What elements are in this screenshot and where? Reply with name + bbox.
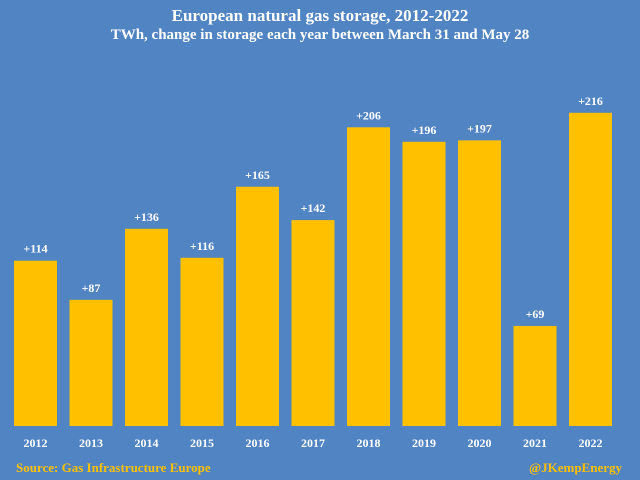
source-note: Source: Gas Infrastructure Europe [16, 460, 211, 475]
chart-subtitle: TWh, change in storage each year between… [110, 27, 530, 43]
value-label-2015: +116 [190, 239, 214, 253]
bar-2017 [291, 220, 335, 426]
bar-2014 [125, 228, 168, 426]
x-tick-label-2015: 2015 [190, 436, 214, 450]
value-label-2013: +87 [82, 281, 101, 295]
x-tick-label-2022: 2022 [579, 436, 603, 450]
bar-2019 [402, 141, 446, 427]
x-tick-label-2020: 2020 [468, 436, 492, 450]
value-label-2020: +197 [467, 121, 492, 135]
value-label-2016: +165 [245, 168, 270, 182]
value-label-2012: +114 [23, 242, 47, 256]
x-tick-label-2012: 2012 [24, 436, 48, 450]
x-tick-label-2014: 2014 [135, 436, 159, 450]
x-tick-label-2013: 2013 [79, 436, 103, 450]
bar-2018 [347, 127, 390, 427]
value-label-2018: +206 [356, 108, 381, 122]
bar-2013 [69, 299, 113, 426]
bar-2021 [513, 325, 557, 426]
x-tick-label-2017: 2017 [301, 436, 325, 450]
x-tick-label-2019: 2019 [412, 436, 436, 450]
x-tick-label-2021: 2021 [523, 436, 547, 450]
bar-2012 [14, 260, 57, 426]
chart-title: European natural gas storage, 2012-2022 [171, 6, 469, 25]
value-label-2022: +216 [578, 94, 603, 108]
x-tick-label-2016: 2016 [246, 436, 270, 450]
bar-2016 [236, 186, 279, 426]
bar-2020 [458, 140, 501, 426]
author-credit: @JKempEnergy [529, 460, 622, 475]
bar-2015 [180, 257, 224, 426]
x-axis-tick-labels: 2012 2013 2014 2015 2016 2017 2018 2019 2020 2021… [24, 436, 603, 450]
x-tick-label-2018: 2018 [357, 436, 381, 450]
bar-2022 [569, 112, 612, 427]
bars-layer [14, 112, 612, 427]
value-label-2021: +69 [526, 307, 545, 321]
value-label-2019: +196 [412, 123, 437, 137]
value-labels-layer: +114 +87 +136 +116 +165 +142 +206 +196 +197 +69 +2… [23, 94, 603, 321]
value-label-2014: +136 [134, 210, 159, 224]
value-label-2017: +142 [301, 201, 326, 215]
